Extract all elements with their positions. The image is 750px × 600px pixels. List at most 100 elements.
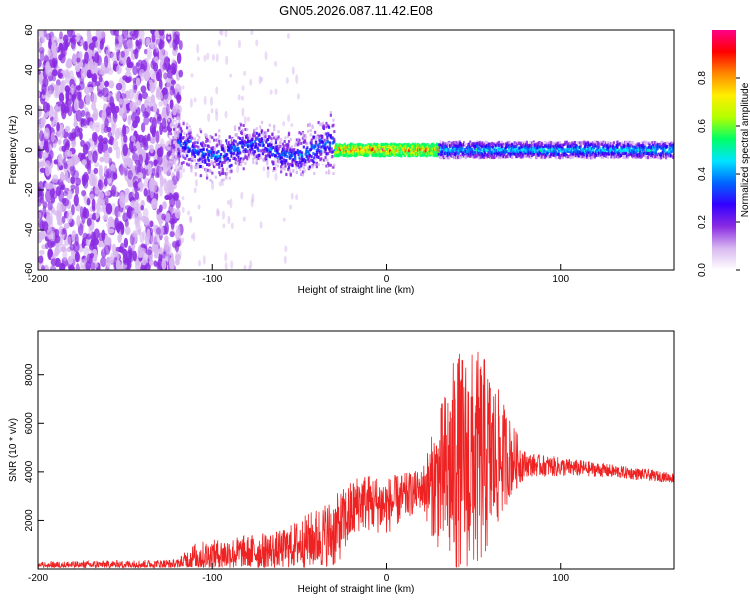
- spectrogram-cell: [300, 132, 303, 136]
- spectrogram-cell: [399, 149, 402, 153]
- spectrogram-cell: [175, 116, 182, 122]
- spectrogram-cell: [122, 124, 127, 137]
- spectrogram-cell: [506, 155, 509, 159]
- spectrogram-cell: [182, 161, 185, 165]
- spectrogram-cell: [140, 85, 147, 93]
- spectrogram-cell: [600, 142, 603, 146]
- spectrogram-cell: [193, 141, 197, 145]
- spectrogram-cell: [141, 91, 149, 100]
- spectrogram-cell: [73, 98, 79, 112]
- spectrogram-cell: [233, 127, 237, 131]
- spectrogram-cell: [120, 50, 125, 58]
- spectrogram-cell: [138, 153, 143, 167]
- spectrogram-cell: [175, 133, 178, 137]
- spectrogram-cell: [588, 153, 591, 157]
- spectrogram-cell: [354, 143, 357, 147]
- spectrogram-cell: [300, 162, 304, 166]
- spectrogram-cell: [230, 260, 234, 269]
- spectrogram-cell: [644, 145, 647, 149]
- spectrogram-cell: [228, 164, 231, 168]
- spectrogram-cell: [120, 223, 125, 236]
- spectrogram-cell: [187, 210, 191, 216]
- spectrogram-cell: [94, 161, 100, 168]
- spectrogram-cell: [175, 198, 181, 209]
- spectrogram-cell: [240, 132, 244, 136]
- spectrogram-cell: [293, 161, 296, 165]
- spectrogram-cell: [408, 149, 411, 153]
- spectrogram-cell: [497, 143, 501, 147]
- spectrogram-cell: [239, 141, 243, 145]
- spectrogram-cell: [455, 140, 458, 144]
- spectrogram-cell: [402, 150, 406, 154]
- spectrogram-cell: [298, 131, 301, 135]
- spectrogram-cell: [213, 162, 217, 166]
- spectrogram-cell: [181, 153, 184, 157]
- spectrogram-cell: [351, 142, 354, 146]
- spectrogram-cell: [98, 164, 103, 178]
- spectrogram-cell: [249, 260, 253, 269]
- spectrogram-cell: [198, 135, 201, 139]
- spectrogram-cell: [211, 171, 214, 175]
- spectrogram-cell: [325, 171, 328, 175]
- spectrogram-cell: [432, 143, 435, 147]
- spectrogram-cell: [452, 150, 455, 154]
- spectrogram-cell: [142, 110, 149, 119]
- spectrogram-cell: [98, 199, 106, 207]
- spectrogram-cell: [605, 152, 609, 156]
- spectrogram-cell: [192, 152, 196, 156]
- spectrogram-cell: [595, 154, 598, 158]
- spectrogram-cell: [114, 105, 120, 114]
- spectrogram-cell: [176, 120, 179, 124]
- spectrogram-cell: [229, 198, 233, 209]
- spectrogram-cell: [164, 194, 170, 201]
- spectrogram-cell: [140, 204, 145, 211]
- spectrogram-cell: [58, 126, 65, 139]
- spectrogram-cell: [173, 117, 176, 121]
- spectrogram-cell: [237, 136, 240, 140]
- spectrogram-cell: [557, 144, 560, 148]
- spectrogram-cell: [640, 144, 643, 148]
- spectrogram-cell: [89, 58, 94, 71]
- spectrogram-cell: [288, 169, 291, 173]
- spectrogram-cell: [270, 147, 273, 151]
- spectrogram-cell: [265, 164, 268, 168]
- spectrogram-cell: [516, 142, 519, 146]
- spectrogram-cell: [169, 99, 174, 110]
- spectrogram-cell: [324, 150, 327, 154]
- spectrogram-cell: [442, 141, 445, 145]
- spectrogram-cell: [361, 143, 365, 147]
- spectrogram-cell: [137, 172, 144, 180]
- spectrogram-cell: [541, 142, 544, 146]
- spectrogram-cell: [654, 150, 657, 154]
- spectrogram-cell: [267, 137, 270, 141]
- spectrogram-cell: [223, 149, 226, 153]
- spectrogram-cell: [237, 155, 240, 159]
- spectrogram-cell: [280, 156, 284, 160]
- spectrogram-cell: [310, 138, 313, 142]
- spectrogram-cell: [383, 154, 386, 158]
- spectrogram-cell: [332, 118, 335, 122]
- spectrogram-cell: [166, 103, 170, 116]
- spectrogram-cell: [123, 157, 128, 169]
- spectrogram-cell: [216, 209, 220, 217]
- spectrogram-cell: [403, 145, 406, 149]
- spectrogram-cell: [190, 165, 193, 169]
- spectrogram-cell: [215, 112, 219, 122]
- spectrogram-cell: [176, 159, 179, 163]
- spectrogram-cell: [255, 127, 258, 131]
- spectrogram-cell: [301, 132, 305, 136]
- spectrogram-cell: [320, 157, 323, 161]
- spectrogram-cell: [414, 142, 417, 146]
- spectrogram-cell: [422, 142, 425, 146]
- spectrogram-cell: [496, 153, 499, 157]
- spectrogram-cell: [62, 191, 69, 197]
- spectrogram-cell: [242, 123, 245, 127]
- spectrogram-cell: [369, 143, 373, 147]
- spectrogram-cell: [155, 130, 160, 144]
- spectrogram-cell: [132, 181, 139, 189]
- spectrogram-cell: [252, 160, 255, 164]
- spectrogram-cell: [117, 127, 123, 136]
- spectrogram-cell: [221, 161, 224, 165]
- spectrogram-cell: [179, 129, 182, 133]
- spectrogram-cell: [84, 51, 89, 64]
